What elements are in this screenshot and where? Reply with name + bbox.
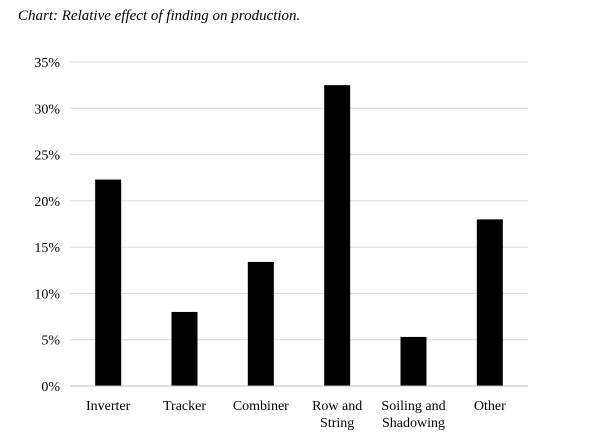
y-tick-label: 35% [34,56,60,71]
y-tick-label: 0% [41,380,60,395]
bar [247,261,274,386]
gridlines [70,61,528,341]
y-tick-label: 30% [34,102,60,117]
chart-title: Chart: Relative effect of finding on pro… [18,8,301,24]
x-tick-label: Soiling and Shadowing [381,399,445,431]
y-tick-label: 10% [34,287,60,302]
x-tick-label: Tracker [163,399,206,414]
bar [171,311,198,386]
bar [476,219,503,386]
y-tick-label: 5% [41,334,60,349]
bar [400,336,427,386]
bar [95,179,122,386]
labels: 0% 5% 10% 15% 20% 25% 30% 35% Inverter Tracker Com… [34,56,506,431]
bar [324,85,351,387]
x-tick-label: Combiner [233,399,289,414]
y-tick-label: 15% [34,241,60,256]
bars [95,85,503,387]
x-tick-label: Other [474,399,506,414]
y-tick-label: 25% [34,149,60,164]
x-tick-label: Row and String [312,399,362,431]
x-tick-label: Inverter [86,399,131,414]
y-tick-label: 20% [34,195,60,210]
